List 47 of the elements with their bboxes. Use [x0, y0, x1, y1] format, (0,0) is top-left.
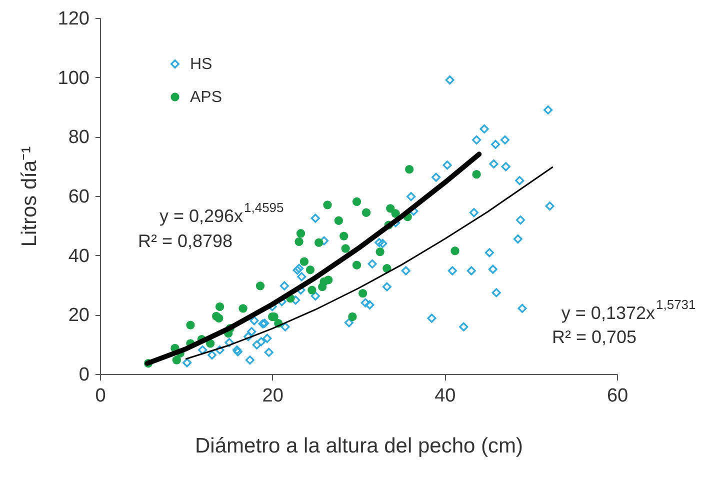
point	[362, 208, 371, 217]
point	[386, 204, 395, 213]
point	[405, 164, 414, 174]
x-tick-label: 0	[95, 386, 106, 406]
y-tick-label: 80	[68, 127, 90, 148]
x-axis-title: Diámetro a la altura del pecho (cm)	[195, 434, 523, 458]
point	[294, 237, 304, 246]
point	[352, 260, 362, 270]
annotation: R² = 0,8798	[138, 231, 233, 251]
point	[450, 246, 460, 256]
point	[314, 238, 324, 247]
point	[358, 288, 368, 298]
point	[306, 266, 315, 274]
point	[334, 216, 344, 225]
x-tick-label: 60	[606, 386, 628, 406]
point	[472, 170, 481, 179]
y-tick-label: 20	[68, 305, 90, 326]
point	[186, 320, 195, 330]
y-tick-label: 0	[78, 364, 90, 386]
legend-label: HS	[190, 56, 212, 73]
point	[318, 282, 327, 292]
point	[256, 282, 265, 290]
point	[341, 244, 350, 253]
x-tick-label: 20	[262, 386, 284, 406]
point	[238, 304, 248, 313]
point	[382, 264, 392, 273]
y-tick-label: 120	[58, 8, 90, 30]
y-tick-label: 40	[68, 246, 90, 267]
x-tick-label: 40	[434, 386, 456, 406]
y-tick-label: 60	[68, 186, 90, 208]
point	[348, 312, 357, 322]
point	[215, 302, 224, 311]
point	[340, 232, 348, 240]
legend-label: APS	[190, 89, 222, 106]
point	[172, 356, 182, 364]
point	[300, 257, 309, 266]
point	[323, 200, 332, 210]
y-axis-title: Litros día⁻¹	[18, 146, 41, 247]
point	[308, 286, 316, 294]
point	[296, 229, 306, 238]
annotation: R² = 0,705	[552, 327, 637, 347]
point	[214, 314, 224, 323]
point	[324, 276, 333, 284]
point	[352, 197, 362, 206]
y-tick-label: 100	[58, 68, 90, 89]
point	[391, 209, 400, 218]
point	[376, 247, 384, 256]
